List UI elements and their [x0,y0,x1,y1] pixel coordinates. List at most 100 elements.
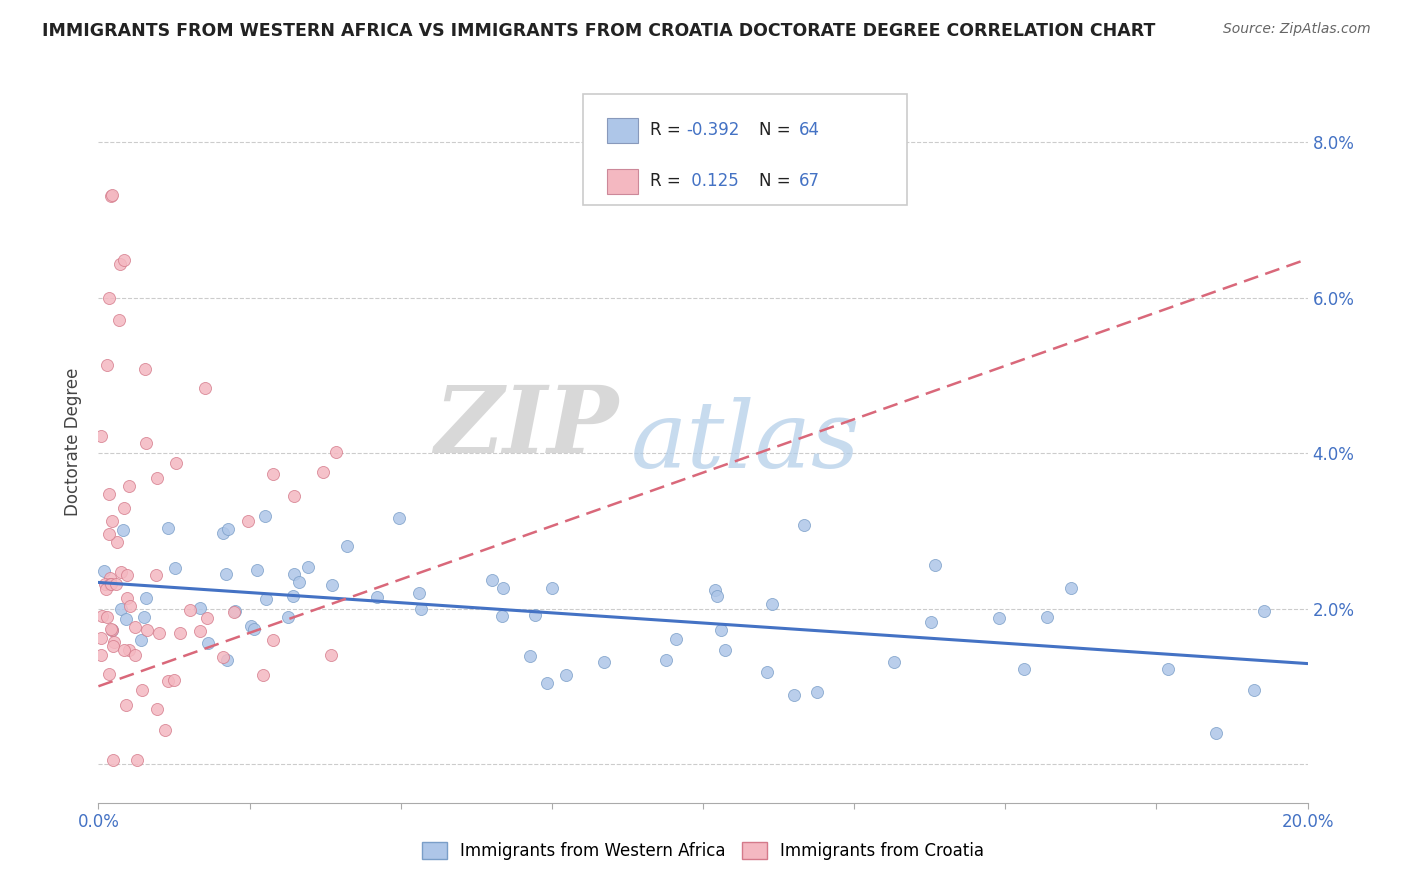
Point [115,612,138,626]
Point [523,607,546,622]
Text: ZIP: ZIP [434,382,619,472]
Text: R =: R = [650,120,686,138]
Point [211,650,233,665]
Point [103,639,125,653]
Point [924,558,946,573]
Point [105,535,128,549]
Point [134,362,156,376]
Point [243,622,266,636]
Point [98,577,121,591]
Point [101,624,124,638]
Point [297,559,319,574]
Point [100,188,122,202]
Point [714,643,737,657]
Point [283,489,305,503]
Point [541,581,564,595]
Point [217,522,239,536]
Point [388,510,411,524]
Point [262,467,284,481]
Point [110,602,132,616]
Point [169,626,191,640]
Point [96,609,118,624]
Point [136,624,159,638]
Point [593,655,616,669]
Point [325,445,347,459]
Point [252,668,274,682]
Point [145,568,167,582]
Point [409,601,432,615]
Point [211,526,233,541]
Point [481,574,503,588]
Text: atlas: atlas [630,397,860,486]
Point [110,566,132,580]
Point [179,603,201,617]
Point [96,358,118,372]
Point [157,673,180,688]
Text: N =: N = [759,120,796,138]
Point [90,608,112,623]
Point [107,313,129,327]
Point [98,571,121,585]
Point [111,523,134,537]
Point [101,753,124,767]
Point [288,575,311,590]
Point [491,608,513,623]
Point [555,668,578,682]
Point [224,605,246,619]
Point [246,563,269,577]
Point [97,667,120,681]
Point [117,568,139,582]
Point [131,633,153,648]
Point [94,577,117,591]
Point [98,292,121,306]
Text: 64: 64 [799,120,820,138]
Point [124,620,146,634]
Point [1035,610,1057,624]
Point [319,648,342,662]
Point [118,599,141,614]
Point [188,624,211,638]
Point [115,591,138,606]
Point [283,589,305,603]
Point [240,619,263,633]
Point [197,636,219,650]
Point [1060,581,1083,595]
Point [277,609,299,624]
Point [134,610,156,624]
Point [704,582,727,597]
Point [90,428,112,442]
Point [215,567,238,582]
Point [131,682,153,697]
Point [188,601,211,615]
Point [253,509,276,524]
Point [1157,662,1180,676]
Point [165,456,187,470]
Text: 0.125: 0.125 [686,172,740,190]
Text: -0.392: -0.392 [686,120,740,138]
Point [93,564,115,578]
Point [124,648,146,662]
Point [101,514,124,528]
Point [761,598,783,612]
Point [118,642,141,657]
Point [135,435,157,450]
Point [1205,726,1227,740]
Point [536,676,558,690]
Point [163,561,186,575]
Point [112,253,135,268]
Point [163,673,186,688]
Point [920,615,942,629]
Point [755,665,778,679]
Point [283,567,305,582]
Point [145,702,167,716]
Point [312,465,335,479]
Point [883,655,905,669]
Point [118,479,141,493]
Point [157,521,180,535]
Point [90,648,112,663]
Text: IMMIGRANTS FROM WESTERN AFRICA VS IMMIGRANTS FROM CROATIA DOCTORATE DEGREE CORRE: IMMIGRANTS FROM WESTERN AFRICA VS IMMIGR… [42,22,1156,40]
Point [706,589,728,603]
Point [254,592,277,607]
Point [236,515,259,529]
Point [94,582,117,596]
